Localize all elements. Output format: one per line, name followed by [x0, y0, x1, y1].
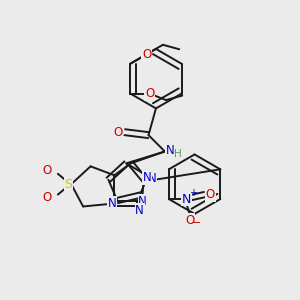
Text: N: N — [108, 197, 116, 210]
Text: S: S — [64, 178, 72, 191]
Text: N: N — [138, 195, 147, 208]
Text: O: O — [206, 188, 215, 201]
Text: O: O — [145, 87, 154, 100]
Text: N: N — [135, 203, 144, 217]
Text: +: + — [189, 188, 197, 197]
Text: O: O — [43, 164, 52, 177]
Text: N: N — [143, 171, 152, 184]
Text: O: O — [43, 191, 52, 204]
Text: N: N — [166, 143, 175, 157]
Text: O: O — [114, 126, 123, 139]
Text: N: N — [148, 172, 157, 185]
Text: −: − — [191, 218, 201, 228]
Text: N: N — [182, 193, 191, 206]
Text: O: O — [142, 48, 151, 61]
Text: H: H — [174, 149, 182, 159]
Text: O: O — [185, 214, 194, 227]
